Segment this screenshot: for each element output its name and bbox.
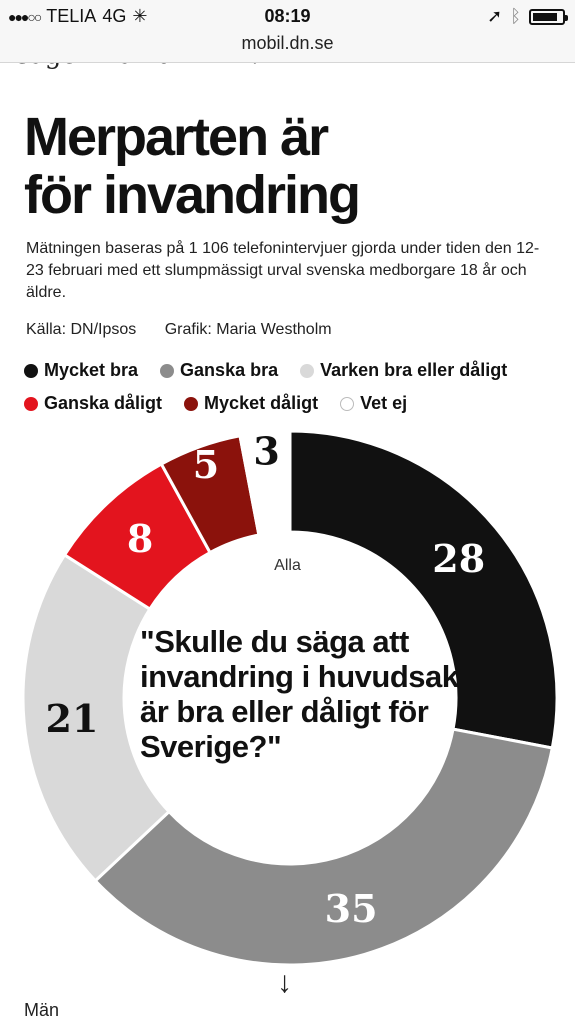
legend-row-1: Mycket bra Ganska bra Varken bra eller d… (24, 360, 564, 381)
legend-label: Vet ej (360, 393, 408, 413)
chart-title: Merparten är för invandring (24, 107, 361, 225)
legend-swatch (184, 396, 199, 411)
next-group-label: Män (24, 1000, 60, 1020)
address-bar-url[interactable]: mobil.dn.se (241, 33, 334, 53)
legend-item-mycket-bra: Mycket bra (24, 360, 138, 381)
legend-item-varken: Varken bra eller dåligt (300, 360, 507, 381)
legend-item-ganska-bra: Ganska bra (160, 360, 278, 381)
donut-slice-5 (238, 429, 292, 537)
donut-slice-0 (288, 429, 559, 750)
title-line-2: för invandring (24, 165, 361, 225)
donut-value-label-4: 5 (193, 442, 219, 487)
legend-row-2: Ganska dåligt Mycket dåligt Vet ej (24, 393, 564, 414)
legend-label: Mycket dåligt (204, 393, 319, 413)
location-arrow-icon: ➚ (487, 6, 503, 26)
carrier-name: TELIA (46, 6, 97, 26)
battery-icon (529, 8, 568, 25)
graphic-credit: Grafik: Maria Westholm (164, 321, 332, 338)
legend-label: Ganska dåligt (44, 393, 163, 413)
chart-legend: Mycket bra Ganska bra Varken bra eller d… (24, 360, 564, 426)
status-icons: ➚ ᛒ (487, 6, 568, 27)
legend-swatch (300, 363, 315, 378)
survey-question: "Skulle du säga att invandring i huvudsa… (140, 624, 459, 764)
donut-value-label-5: 3 (253, 429, 279, 474)
legend-item-mycket-daligt: Mycket dåligt (184, 393, 318, 414)
donut-value-label-2: 21 (46, 696, 99, 741)
source-credit: Källa: DN/Ipsos (26, 321, 137, 338)
scroll-down-arrow-icon[interactable]: ↓ (277, 966, 292, 999)
status-time: 08:19 (264, 6, 311, 26)
title-line-1: Merparten är (24, 107, 329, 167)
status-bar: ●●●○○ TELIA 4G ✳ 08:19 ➚ ᛒ mobil.dn.se (0, 0, 575, 63)
chart-description: Mätningen baseras på 1 106 telefoninterv… (26, 240, 540, 301)
donut-value-label-1: 35 (325, 886, 378, 931)
legend-swatch (160, 363, 175, 378)
carrier-info: ●●●○○ TELIA 4G ✳ (8, 6, 147, 27)
legend-swatch (24, 363, 38, 378)
legend-label: Ganska bra (180, 360, 279, 380)
chart-credits: Källa: DN/Ipsos Grafik: Maria Westholm (26, 321, 332, 339)
network-type: 4G (102, 6, 127, 26)
legend-label: Mycket bra (44, 360, 139, 380)
chart-group-label: Alla (274, 557, 301, 574)
legend-swatch (340, 396, 355, 411)
signal-strength-icon: ●●●○○ (8, 8, 42, 25)
loading-spinner-icon: ✳ (132, 6, 148, 26)
bluetooth-icon: ᛒ (510, 6, 521, 26)
donut-value-label-0: 28 (432, 536, 485, 581)
legend-item-ganska-daligt: Ganska dåligt (24, 393, 162, 414)
legend-swatch (24, 396, 38, 411)
donut-chart: 28 35 21 85 3 (21, 429, 559, 967)
donut-slice-1 (93, 727, 555, 967)
donut-slice-2 (21, 552, 172, 883)
donut-value-label-3: 8 (127, 516, 153, 561)
legend-label: Varken bra eller dåligt (320, 360, 508, 380)
legend-item-vet-ej: Vet ej (340, 393, 407, 414)
